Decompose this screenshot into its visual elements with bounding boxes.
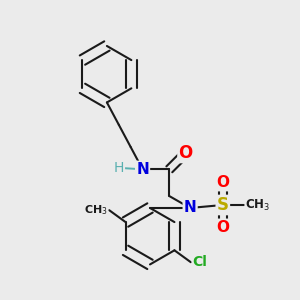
Text: O: O: [178, 144, 193, 162]
Text: N: N: [184, 200, 196, 215]
Text: O: O: [216, 220, 229, 235]
Text: Cl: Cl: [192, 255, 207, 269]
Text: CH$_3$: CH$_3$: [84, 203, 108, 217]
Text: CH$_3$: CH$_3$: [245, 197, 270, 212]
Text: N: N: [136, 162, 149, 177]
Text: H: H: [114, 161, 124, 175]
Text: O: O: [216, 175, 229, 190]
Text: S: S: [217, 196, 229, 214]
